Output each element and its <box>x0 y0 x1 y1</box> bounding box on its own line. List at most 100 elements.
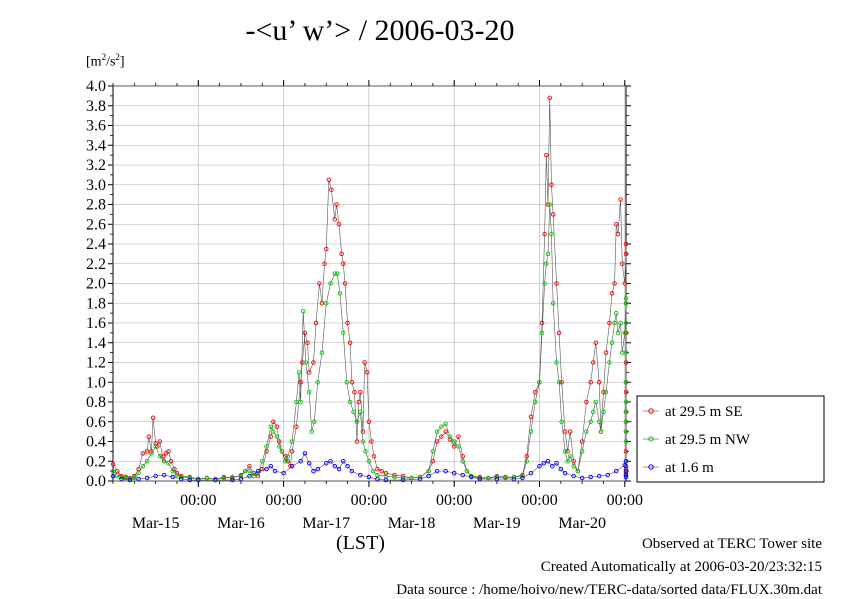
series-point-1 <box>136 470 141 476</box>
series-point-0 <box>623 241 629 247</box>
series-point-2 <box>554 460 559 466</box>
series-point-0 <box>349 380 355 385</box>
series-point-0 <box>539 320 545 326</box>
series-point-2 <box>545 459 551 464</box>
series-point-2 <box>623 474 629 480</box>
series-point-2 <box>281 470 286 476</box>
y-tick-label: 0.6 <box>86 414 106 431</box>
series-point-0 <box>251 470 256 476</box>
series-point-1 <box>575 468 581 474</box>
series-point-0 <box>160 454 165 459</box>
series-point-0 <box>146 434 152 439</box>
series-point-0 <box>326 177 332 183</box>
series-point-1 <box>337 291 343 296</box>
series-point-1 <box>360 439 366 444</box>
series-point-1 <box>615 330 621 336</box>
series-point-1 <box>363 449 368 454</box>
series-point-2 <box>247 473 252 479</box>
series-point-1 <box>264 444 269 449</box>
series-point-1 <box>622 330 628 336</box>
series-point-2 <box>311 468 316 474</box>
y-tick-label: 0.4 <box>86 434 106 451</box>
series-point-0 <box>559 380 564 385</box>
series-point-1 <box>439 424 444 429</box>
series-point-1 <box>296 370 302 375</box>
y-tick-label: 1.6 <box>86 315 106 332</box>
series-point-1 <box>503 475 508 481</box>
series-point-0 <box>268 434 274 439</box>
series-point-0 <box>430 459 436 464</box>
series-point-2 <box>520 475 525 481</box>
series-point-0 <box>615 231 621 237</box>
series-point-2 <box>136 476 141 482</box>
series-point-1 <box>315 380 320 385</box>
series-point-0 <box>614 221 619 227</box>
x-tick-time-label: 00:00 <box>436 492 472 509</box>
series-point-1 <box>251 473 256 479</box>
series-point-2 <box>349 468 355 474</box>
series-point-1 <box>486 475 491 481</box>
x-tick-time-label: 00:00 <box>607 492 643 509</box>
series-point-2 <box>614 468 619 474</box>
series-point-0 <box>579 439 585 444</box>
y-tick-label: 0.8 <box>86 394 106 411</box>
series-point-1 <box>464 468 470 474</box>
series-point-2 <box>213 477 218 483</box>
series-point-1 <box>537 380 542 385</box>
series-point-1 <box>588 419 593 425</box>
series-point-2 <box>550 463 555 469</box>
series-point-0 <box>588 380 593 385</box>
series-point-1 <box>562 449 568 454</box>
x-tick-date-label: Mar-15 <box>132 515 180 532</box>
series-point-1 <box>623 301 629 306</box>
series-point-2 <box>511 476 517 482</box>
series-point-0 <box>603 350 609 355</box>
series-point-0 <box>362 360 367 365</box>
series-point-0 <box>443 429 448 434</box>
series-point-0 <box>274 424 280 429</box>
series-point-0 <box>371 454 377 459</box>
series-point-1 <box>623 439 629 444</box>
series-point-1 <box>344 380 349 385</box>
series-point-1 <box>328 281 333 286</box>
series-point-0 <box>306 370 312 375</box>
y-tick-label: 3.4 <box>86 137 106 154</box>
y-tick-label: 4.0 <box>86 78 106 95</box>
series-point-1 <box>571 463 576 469</box>
series-point-2 <box>366 474 372 480</box>
series-point-1 <box>170 468 175 474</box>
legend-label: at 1.6 m <box>665 460 714 476</box>
series-point-1 <box>309 429 314 434</box>
series-point-0 <box>317 281 322 286</box>
series-point-0 <box>360 429 366 434</box>
series-point-1 <box>110 468 116 474</box>
series-point-2 <box>469 474 474 480</box>
series-point-2 <box>383 477 389 483</box>
series-point-2 <box>110 473 116 479</box>
series-point-0 <box>336 221 342 227</box>
series-point-1 <box>351 409 356 415</box>
series-point-1 <box>132 474 137 480</box>
series-point-1 <box>567 454 573 459</box>
series-point-0 <box>352 389 357 395</box>
series-point-2 <box>272 468 278 474</box>
series-point-1 <box>579 449 585 454</box>
series-point-0 <box>285 459 291 464</box>
y-tick-label: 2.4 <box>86 236 106 253</box>
series-point-2 <box>417 476 423 482</box>
series-point-2 <box>238 476 244 482</box>
series-point-1 <box>300 308 306 314</box>
series-point-1 <box>607 360 612 365</box>
series-point-0 <box>619 261 625 267</box>
series-point-2 <box>623 463 629 469</box>
series-point-2 <box>230 477 235 483</box>
series-point-2 <box>119 476 124 482</box>
series-point-2 <box>332 463 338 469</box>
series-point-1 <box>524 459 529 464</box>
series-point-2 <box>328 459 333 464</box>
series-point-2 <box>541 460 547 466</box>
x-tick-date-label: Mar-17 <box>302 515 350 532</box>
series-point-2 <box>528 470 534 476</box>
series-point-0 <box>532 389 538 395</box>
